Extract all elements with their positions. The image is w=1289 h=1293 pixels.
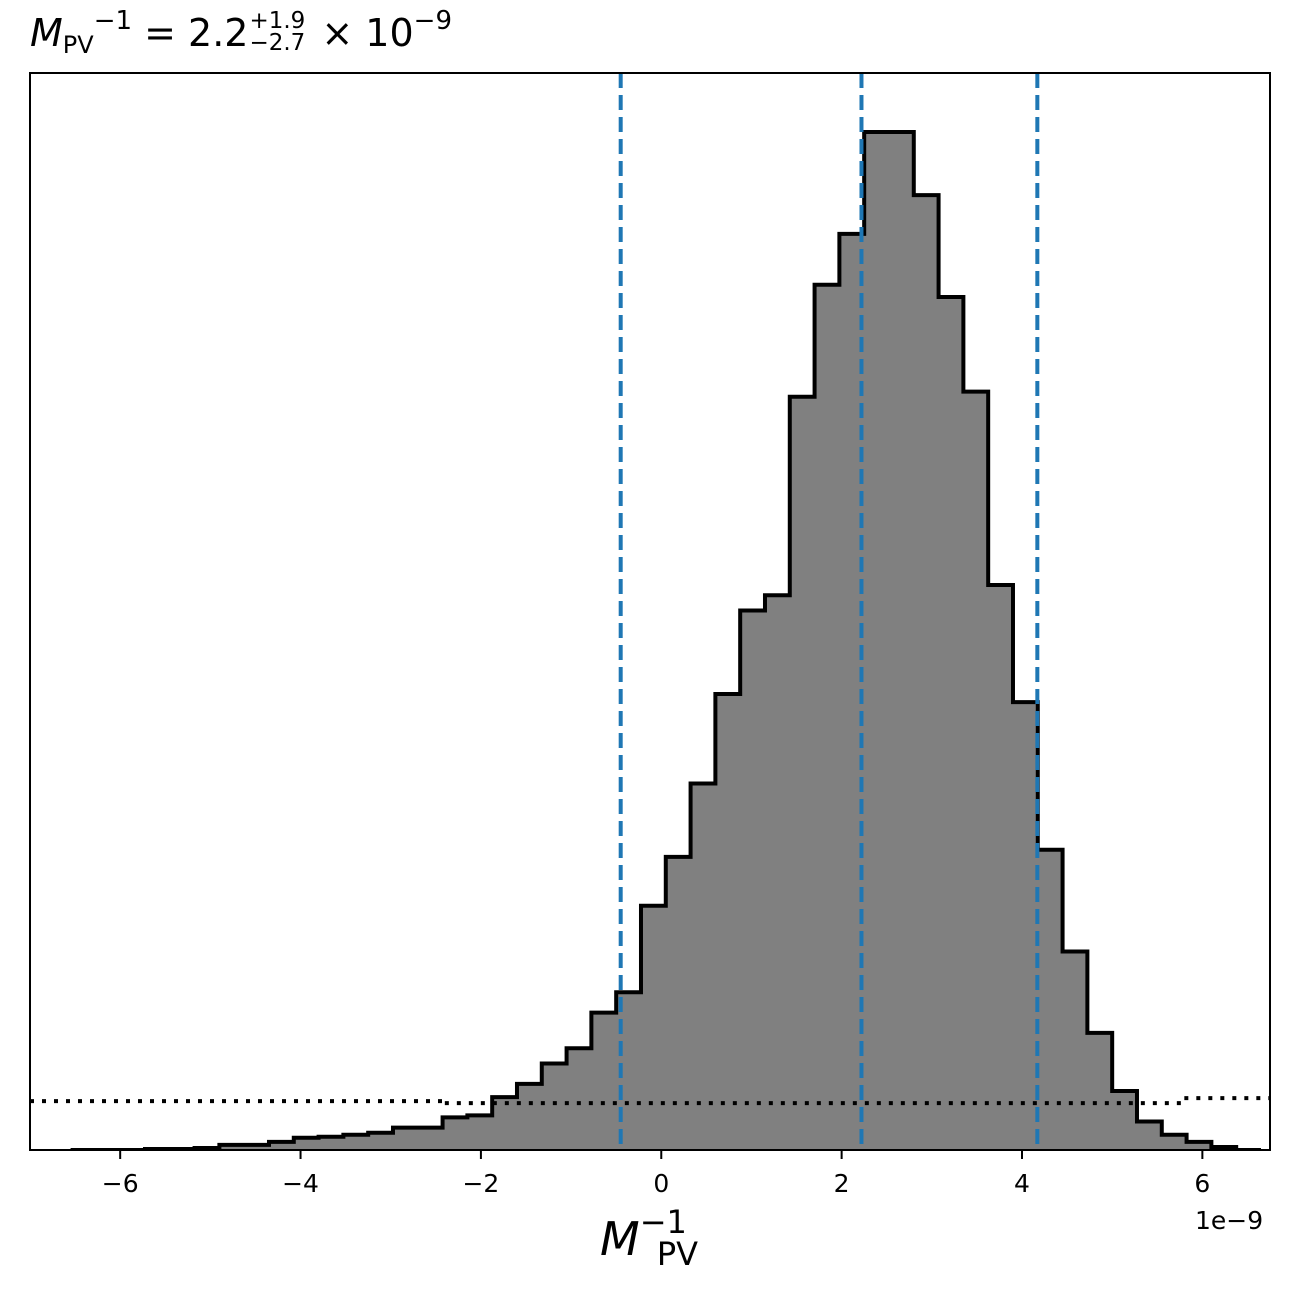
histogram-bar <box>219 1144 245 1150</box>
title-error-minus: −2.7 <box>249 29 306 56</box>
histogram-bar <box>442 1117 468 1150</box>
chart-title: MPV−1 = 2.2 +1.9 −2.7 × 10−9 <box>30 6 452 59</box>
histogram-bar <box>566 1048 592 1150</box>
histogram-bar <box>1037 849 1064 1150</box>
histogram-bar <box>814 284 840 1150</box>
title-superscript: −1 <box>93 6 133 36</box>
histogram-bar <box>864 132 890 1150</box>
histogram-bar <box>244 1144 270 1150</box>
x-tick-label: −2 <box>462 1169 499 1198</box>
plot-frame <box>29 72 1271 1151</box>
histogram-bar <box>1161 1134 1188 1150</box>
title-symbol: M <box>30 11 63 55</box>
histogram-bar <box>1136 1121 1163 1150</box>
title-error-plus: +1.9 <box>249 7 306 34</box>
histogram-bar <box>392 1127 419 1150</box>
histogram-bar <box>541 1063 568 1150</box>
histogram-bar <box>963 391 989 1150</box>
histogram-bar <box>789 396 816 1150</box>
histogram-bar <box>591 1012 617 1150</box>
x-tick-label: −6 <box>102 1169 139 1198</box>
histogram-bar <box>938 296 964 1151</box>
histogram-bar <box>516 1083 543 1150</box>
histogram-bar <box>318 1136 344 1150</box>
histogram-bar <box>740 610 766 1150</box>
histogram-bar <box>268 1141 295 1150</box>
histogram-bar <box>1087 1032 1113 1150</box>
x-axis-label-symbol: M <box>600 1212 640 1266</box>
title-subscript: PV <box>62 31 94 59</box>
histogram-bar <box>343 1134 369 1150</box>
histogram-bar <box>368 1132 394 1150</box>
x-axis-offset-text: 1e−9 <box>1195 1206 1264 1235</box>
histogram-bar <box>988 585 1014 1150</box>
histogram-bar <box>492 1097 518 1150</box>
histogram-bar <box>417 1127 444 1150</box>
title-error-stack: +1.9 −2.7 <box>249 7 306 56</box>
histogram-bar <box>715 693 741 1150</box>
title-exponent: −9 <box>413 6 452 36</box>
x-axis-label-superscript: −1 <box>639 1203 687 1241</box>
histogram-bar <box>467 1115 493 1150</box>
x-axis-label-subscript: PV <box>656 1235 699 1273</box>
x-tick-label: 6 <box>1194 1169 1210 1198</box>
histogram-bar <box>1112 1090 1138 1150</box>
histogram-bar <box>1062 951 1088 1150</box>
title-times: × 10 <box>309 11 414 55</box>
title-value: = 2.2 <box>132 11 249 55</box>
histogram-bar <box>1186 1141 1212 1150</box>
histogram-bar <box>640 905 667 1150</box>
histogram-outline <box>70 130 1261 1150</box>
x-axis-label: M−1PV <box>600 1203 698 1273</box>
x-tick-label: 0 <box>653 1169 669 1198</box>
histogram-bar <box>690 783 716 1150</box>
histogram-bar <box>1012 702 1039 1150</box>
x-tick-label: −4 <box>282 1169 319 1198</box>
histogram-bar <box>764 595 791 1150</box>
histogram-bar <box>665 856 692 1150</box>
x-tick-label: 4 <box>1014 1169 1030 1198</box>
histogram-bar <box>888 132 915 1150</box>
x-tick-label: 2 <box>834 1169 850 1198</box>
histogram-bar <box>913 195 940 1150</box>
histogram-bar <box>293 1137 320 1150</box>
